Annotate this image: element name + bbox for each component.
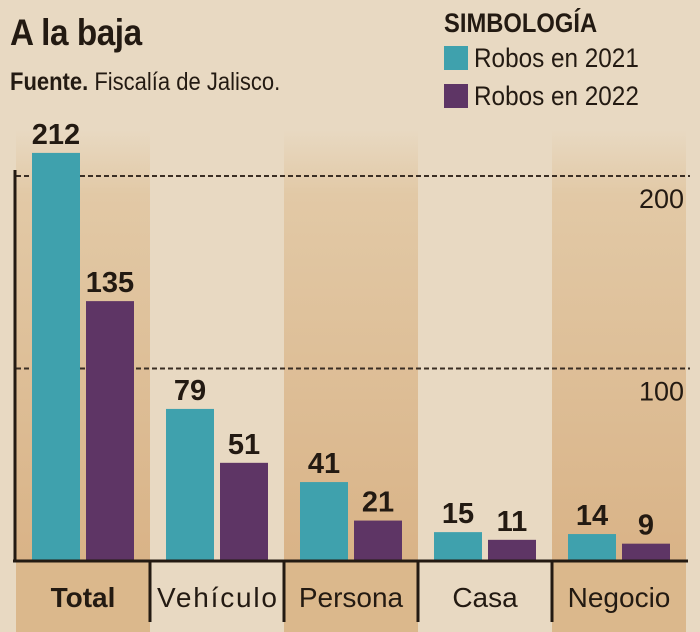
bar-2021	[300, 482, 348, 561]
x-tick-label: Vehículo	[157, 582, 277, 613]
legend: SIMBOLOGÍA Robos en 2021 Robos en 2022	[444, 8, 657, 115]
legend-swatch-2022	[444, 84, 468, 108]
data-label: 15	[442, 498, 474, 530]
y-tick-label: 200	[639, 184, 684, 214]
bar-2022	[622, 543, 670, 561]
bar-2021	[32, 152, 80, 561]
data-label: 79	[174, 375, 206, 407]
category-label-band	[552, 561, 686, 632]
bar-2022	[86, 301, 134, 561]
legend-item-2021: Robos en 2021	[444, 39, 657, 77]
x-tick-label: Total	[51, 582, 116, 613]
bar-2021	[166, 408, 214, 561]
legend-item-2022: Robos en 2022	[444, 77, 657, 115]
legend-title: SIMBOLOGÍA	[444, 8, 598, 38]
x-tick-label: Persona	[299, 582, 404, 613]
category-band	[552, 130, 686, 561]
data-label: 212	[32, 119, 80, 151]
source-label: Fuente.	[10, 68, 89, 96]
legend-label-2022: Robos en 2022	[474, 80, 639, 111]
bar-2021	[568, 534, 616, 561]
y-tick-label: 100	[639, 377, 684, 407]
data-label: 9	[638, 510, 654, 542]
bar-2022	[220, 462, 268, 561]
source-note: Fuente. Fiscalía de Jalisco.	[10, 68, 280, 97]
chart-title: A la baja	[10, 12, 142, 53]
source-text: Fiscalía de Jalisco.	[94, 68, 281, 96]
data-label: 41	[308, 448, 340, 480]
bar-2021	[434, 532, 482, 561]
data-label: 21	[362, 487, 394, 519]
bar-2022	[354, 520, 402, 561]
data-label: 11	[497, 506, 528, 538]
bar-2022	[488, 539, 536, 561]
category-label-band	[284, 561, 418, 632]
legend-swatch-2021	[444, 46, 468, 70]
category-label-band	[16, 561, 150, 632]
data-label: 14	[576, 500, 608, 532]
legend-label-2021: Robos en 2021	[474, 42, 639, 73]
x-tick-label: Casa	[452, 582, 518, 613]
x-tick-label: Negocio	[568, 582, 671, 613]
data-label: 135	[86, 267, 134, 299]
data-label: 51	[228, 429, 260, 461]
